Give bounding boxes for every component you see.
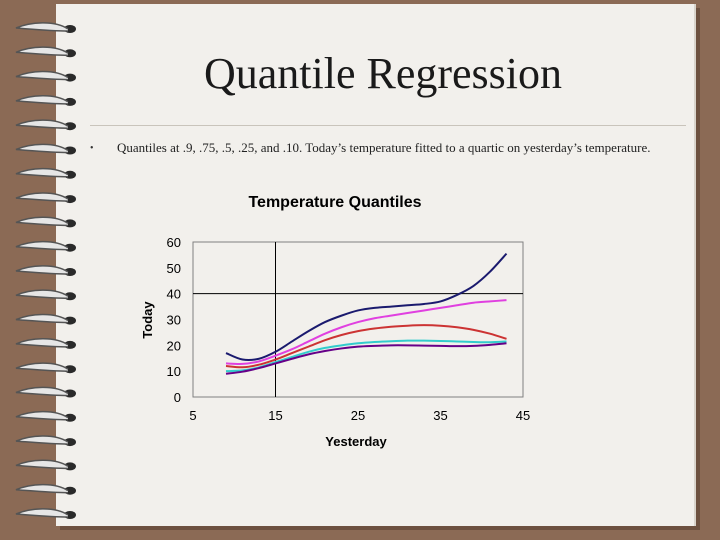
binding-ring <box>15 95 76 106</box>
binding-ring <box>15 313 76 325</box>
binding-ring <box>15 265 76 276</box>
title-divider <box>90 125 686 126</box>
binding-ring <box>15 386 76 398</box>
y-tick-label: 40 <box>167 287 181 302</box>
binding-ring <box>15 192 76 204</box>
binding-ring <box>15 70 76 82</box>
y-axis-label: Today <box>140 301 155 339</box>
y-tick-label: 60 <box>167 235 181 250</box>
binding-ring <box>15 410 76 422</box>
quantile-series-line-4 <box>225 339 507 373</box>
bullet-text: Quantiles at .9, .75, .5, .25, and .10. … <box>117 140 651 155</box>
y-tick-label: 10 <box>167 364 181 379</box>
y-tick-label: 50 <box>167 261 181 276</box>
spiral-binding <box>15 22 76 519</box>
slide-title: Quantile Regression <box>203 49 563 98</box>
x-tick-label: 5 <box>189 408 196 423</box>
slide-page <box>56 4 696 526</box>
x-tick-label: 45 <box>516 408 530 423</box>
binding-ring <box>15 119 76 131</box>
y-tick-label: 30 <box>167 313 181 328</box>
binding-ring <box>15 362 76 374</box>
binding-ring <box>15 508 76 519</box>
quantile-series-line-1 <box>225 252 508 362</box>
binding-ring <box>15 338 76 349</box>
chart-title: Temperature Quantiles <box>248 194 421 211</box>
bullet-marker: • <box>90 143 94 154</box>
x-tick-label: 15 <box>268 408 282 423</box>
x-tick-label: 25 <box>351 408 365 423</box>
x-axis-label: Yesterday <box>325 434 387 449</box>
binding-ring <box>15 240 76 252</box>
y-tick-label: 0 <box>174 390 181 405</box>
x-tick-label: 35 <box>433 408 447 423</box>
binding-ring <box>15 22 76 33</box>
quantile-series-line-3 <box>225 324 507 369</box>
quantile-series-line-2 <box>225 299 507 366</box>
plot-area <box>192 241 524 398</box>
quantile-series-line-5 <box>225 342 507 375</box>
binding-ring <box>15 216 76 228</box>
binding-ring <box>15 459 76 471</box>
binding-ring <box>15 167 76 179</box>
y-tick-label: 20 <box>167 338 181 353</box>
binding-ring <box>15 289 76 301</box>
binding-ring <box>15 435 76 447</box>
binding-ring <box>15 46 76 58</box>
binding-ring <box>15 483 76 495</box>
binding-ring <box>15 143 76 155</box>
temperature-quantiles-chart: Temperature Quantiles Yesterday Today 0 1… <box>140 194 530 449</box>
